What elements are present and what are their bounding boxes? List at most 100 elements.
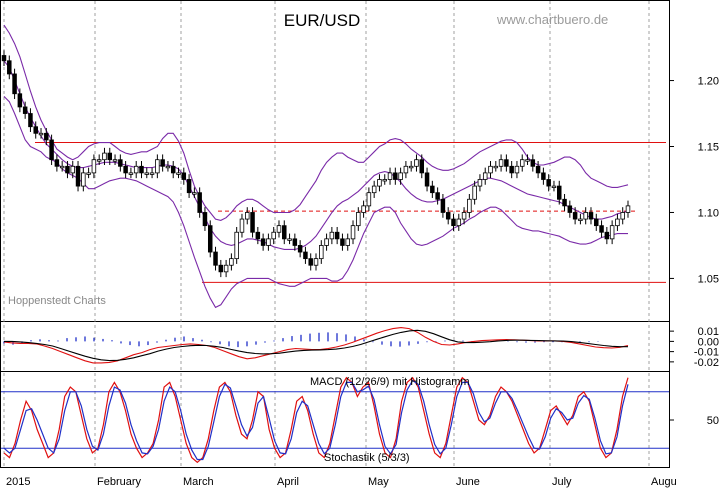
macd-macd-line [3,327,629,364]
candle-body [504,159,509,167]
candle-body [451,218,456,227]
candlesticks [1,50,631,278]
candle-body [604,231,610,240]
candle-body [461,212,467,220]
candle-body [313,258,319,266]
price-y-tick-label: 1.10 [698,207,719,219]
candle-body [70,165,75,174]
candle-body [139,165,144,174]
candle-body [340,238,345,246]
candle-body [276,225,282,233]
candle-body [493,165,499,169]
candle-body [329,231,335,240]
candle-body [377,179,382,187]
price-y-tick-label: 1.20 [698,76,719,88]
candle-body [498,159,504,167]
candle-body [398,172,403,180]
candle-body [213,251,218,266]
candle-body [514,165,520,174]
candle-body [12,73,17,95]
stoch-pct-k-line [3,376,629,464]
candle-body [567,205,573,213]
candle-body [615,218,620,227]
candle-body [599,225,604,233]
candle-body [149,172,155,175]
horizontal-levels [35,142,666,283]
candle-body [583,212,588,220]
x-tick-label: July [552,476,572,488]
candle-body [414,159,419,167]
candle-body [403,165,409,174]
candle-body [535,165,541,174]
candle-body [366,192,372,207]
candle-body [609,225,615,240]
candle-body [7,60,12,75]
candle-body [477,179,483,187]
candle-body [546,179,551,187]
candle-body [472,185,477,200]
candle-body [297,245,303,253]
candle-body [239,218,245,233]
candle-body [334,231,340,240]
candle-body [223,264,229,273]
candle-body [123,165,128,174]
candle-body [345,238,350,246]
candle-body [91,159,97,174]
macd-y-tick-label: 0.01 [698,326,719,338]
candle-body [356,212,361,227]
candle-body [287,238,292,241]
x-tick-label: February [97,476,142,488]
candle-body [96,159,102,162]
x-tick-label: May [368,476,389,488]
chart-title: EUR/USD [284,11,361,30]
candle-body [112,159,118,162]
macd-title: MACD (12/26/9) mit Histogramm [310,376,470,388]
candle-body [266,238,271,246]
candle-body [424,172,430,187]
candle-body [308,258,313,266]
candle-body [102,152,107,161]
candle-body [393,172,398,180]
candle-body [245,212,250,220]
candle-body [557,185,562,200]
candle-body [572,212,578,220]
candle-body [155,159,160,174]
x-tick-label: Augu [651,476,677,488]
bollinger-upper-band [3,24,629,221]
candle-body [456,218,462,227]
x-tick-label: 2015 [6,476,30,488]
candle-body [165,165,171,169]
candle-body [218,264,224,273]
candle-body [118,159,123,167]
candle-body [271,231,276,240]
macd-signal-line [4,329,628,362]
candle-body [292,238,298,246]
candle-body [1,55,7,62]
candle-body [86,172,91,175]
candle-body [594,218,599,227]
bollinger-bands [3,24,629,309]
candle-body [75,165,81,187]
candle-body [482,172,488,180]
candle-body [562,198,567,207]
price-y-tick-label: 1.05 [698,273,719,285]
candle-body [319,245,324,260]
candle-body [81,172,86,187]
candle-body [22,106,28,114]
candle-body [488,165,493,174]
candle-body [530,159,536,167]
candle-body [160,159,165,167]
candle-body [282,225,287,240]
candle-body [435,192,440,200]
candle-body [192,192,197,195]
candle-body [170,165,176,174]
candle-body [65,165,70,174]
macd-lines [3,327,629,364]
candle-body [382,179,387,182]
candle-body [49,139,54,161]
candle-body [176,172,181,175]
candle-body [260,238,266,246]
candle-body [467,198,472,213]
candle-body [234,231,239,260]
